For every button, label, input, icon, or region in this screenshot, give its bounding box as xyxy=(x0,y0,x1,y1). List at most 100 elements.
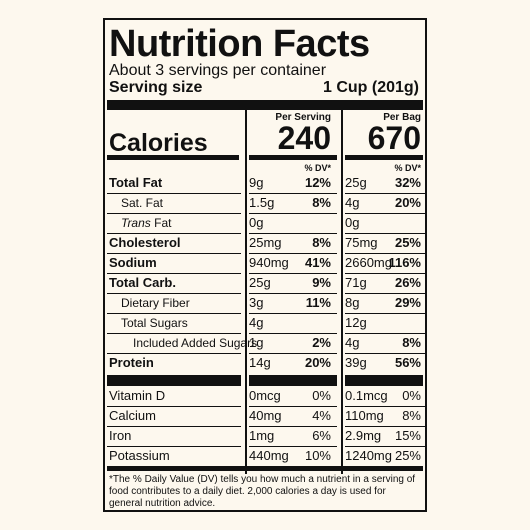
row-divider xyxy=(249,446,337,447)
vitamin-bag-dv: 0% xyxy=(402,388,421,403)
row-divider xyxy=(249,353,337,354)
row-divider xyxy=(345,233,425,234)
vitamin-serving-amount: 0mcg xyxy=(249,388,281,403)
bag-amount: 0g xyxy=(345,215,360,230)
vitamin-serving-amount: 1mg xyxy=(249,428,275,443)
row-divider xyxy=(107,253,241,254)
serving-dv: 20% xyxy=(304,355,331,370)
serving-dv: 8% xyxy=(312,195,331,210)
vitamin-bag-dv: 15% xyxy=(394,428,421,443)
thick-divider-top xyxy=(107,100,423,110)
row-divider xyxy=(249,193,337,194)
bag-amount: 2660mg xyxy=(345,255,392,270)
bag-amount: 71g xyxy=(345,275,367,290)
serving-amount: 940mg xyxy=(249,255,289,270)
dv-header-serving: % DV* xyxy=(304,163,331,173)
vitamin-bag-amount: 0.1mcg xyxy=(345,388,388,403)
nutrient-name: Sodium xyxy=(109,255,157,270)
calories-bar-left xyxy=(107,155,239,160)
nutrient-name: Trans Fat xyxy=(121,216,172,230)
thick-divider-vitamins-left xyxy=(107,375,241,386)
row-divider xyxy=(107,426,241,427)
row-divider xyxy=(107,273,241,274)
vitamin-name: Potassium xyxy=(109,448,170,463)
servings-per-container: About 3 servings per container xyxy=(109,62,327,79)
bag-amount: 75mg xyxy=(345,235,378,250)
vitamin-bag-dv: 25% xyxy=(394,448,421,463)
row-divider xyxy=(107,313,241,314)
column-divider-left xyxy=(245,100,247,474)
column-divider-right xyxy=(341,100,343,474)
nutrient-name: Included Added Sugars xyxy=(133,336,258,350)
footnote-divider xyxy=(107,466,423,471)
nutrient-name: Total Carb. xyxy=(109,275,176,290)
row-divider xyxy=(345,426,425,427)
row-divider xyxy=(345,193,425,194)
row-divider xyxy=(107,233,241,234)
serving-size-label: Serving size xyxy=(109,79,203,96)
row-divider xyxy=(345,213,425,214)
nutrient-name: Protein xyxy=(109,355,154,370)
vitamin-bag-dv: 8% xyxy=(402,408,421,423)
bag-amount: 4g xyxy=(345,335,360,350)
row-divider xyxy=(107,333,241,334)
label-title: Nutrition Facts xyxy=(109,23,370,65)
serving-amount: 14g xyxy=(249,355,271,370)
per-bag-header: Per Bag xyxy=(383,112,421,123)
footnote: *The % Daily Value (DV) tells you how mu… xyxy=(109,474,416,509)
vitamin-bag-amount: 2.9mg xyxy=(345,428,382,443)
row-divider xyxy=(345,446,425,447)
vitamin-bag-amount: 1240mg xyxy=(345,448,392,463)
serving-size-value: 1 Cup (201g) xyxy=(322,79,419,96)
row-divider xyxy=(249,333,337,334)
row-divider xyxy=(345,313,425,314)
bag-amount: 4g xyxy=(345,195,360,210)
nutrient-name: Sat. Fat xyxy=(121,196,164,210)
row-divider xyxy=(107,406,241,407)
vitamin-name: Vitamin D xyxy=(109,388,166,403)
serving-amount: 25mg xyxy=(249,235,282,250)
serving-amount: 0g xyxy=(249,215,264,230)
nutrient-name: Total Sugars xyxy=(121,316,188,330)
vitamin-name: Calcium xyxy=(109,408,156,423)
per-serving-header: Per Serving xyxy=(275,112,331,123)
thick-divider-vitamins-right xyxy=(345,375,423,386)
bag-dv: 32% xyxy=(394,175,421,190)
serving-amount: 4g xyxy=(249,315,264,330)
vitamin-name: Iron xyxy=(109,428,132,443)
serving-dv: 41% xyxy=(304,255,331,270)
vitamin-serving-dv: 0% xyxy=(312,388,331,403)
vitamin-serving-amount: 440mg xyxy=(249,448,289,463)
row-divider xyxy=(107,193,241,194)
calories-per-bag: 670 xyxy=(367,120,421,156)
bag-dv: 8% xyxy=(402,335,421,350)
nutrition-facts-label: Nutrition Facts About 3 servings per con… xyxy=(103,18,427,512)
calories-bar-right xyxy=(345,155,423,160)
row-divider xyxy=(345,406,425,407)
vitamin-serving-dv: 6% xyxy=(312,428,331,443)
row-divider xyxy=(249,273,337,274)
row-divider xyxy=(249,313,337,314)
serving-dv: 9% xyxy=(312,275,331,290)
serving-dv: 12% xyxy=(304,175,331,190)
row-divider xyxy=(249,293,337,294)
vitamin-serving-amount: 40mg xyxy=(249,408,282,423)
thick-divider-vitamins-mid xyxy=(249,375,337,386)
dv-header-bag: % DV* xyxy=(394,163,421,173)
nutrient-name: Total Fat xyxy=(109,175,163,190)
bag-dv: 26% xyxy=(394,275,421,290)
serving-amount: 1.5g xyxy=(249,195,275,210)
bag-amount: 8g xyxy=(345,295,360,310)
serving-dv: 8% xyxy=(312,235,331,250)
nutrient-name: Dietary Fiber xyxy=(121,296,190,310)
row-divider xyxy=(345,273,425,274)
calories-per-serving: 240 xyxy=(277,120,331,156)
serving-amount: 3g xyxy=(249,295,264,310)
serving-amount: 1g xyxy=(249,335,264,350)
bag-dv: 29% xyxy=(394,295,421,310)
row-divider xyxy=(249,253,337,254)
row-divider xyxy=(345,333,425,334)
bag-amount: 12g xyxy=(345,315,367,330)
serving-amount: 25g xyxy=(249,275,271,290)
row-divider xyxy=(107,353,241,354)
